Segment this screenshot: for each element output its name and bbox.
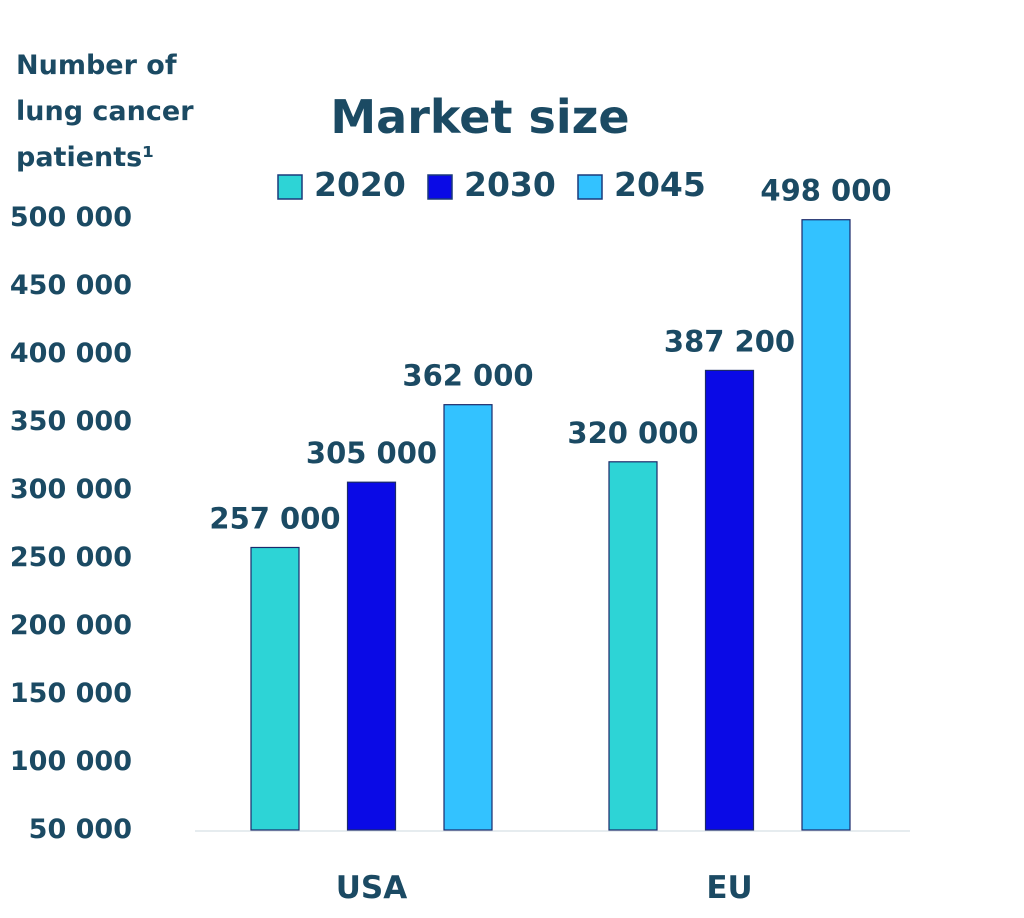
y-axis-label-line-3: patients¹ (16, 142, 154, 173)
category-label-usa: USA (336, 870, 408, 906)
y-tick-label-250-000: 250 000 (10, 542, 132, 573)
category-label-eu: EU (706, 870, 752, 906)
data-label-usa-2045: 362 000 (402, 359, 533, 393)
legend-label-2020: 2020 (314, 165, 406, 204)
chart-title: Market size (330, 90, 629, 144)
y-tick-label-100-000: 100 000 (10, 746, 132, 777)
bars (250, 219, 851, 831)
y-axis-label-line-1: Number of (16, 50, 177, 81)
bar-usa-2030 (346, 481, 397, 831)
y-tick-label-400-000: 400 000 (10, 338, 132, 369)
bar-eu-2020 (608, 461, 658, 831)
y-tick-label-200-000: 200 000 (10, 610, 132, 641)
legend-swatch-2045 (577, 174, 603, 200)
legend: 2020 2030 2045 (277, 165, 706, 204)
legend-label-2045: 2045 (614, 165, 706, 204)
data-label-eu-2020: 320 000 (567, 416, 698, 450)
data-label-usa-2020: 257 000 (209, 501, 340, 535)
category-labels: USA EU (336, 870, 753, 906)
legend-label-2030: 2030 (464, 165, 556, 204)
data-label-usa-2030: 305 000 (306, 436, 437, 470)
y-tick-label-350-000: 350 000 (10, 406, 132, 437)
bar-usa-2045 (443, 404, 493, 831)
legend-swatch-2020 (277, 174, 303, 200)
bar-eu-2030 (704, 369, 755, 831)
y-tick-label-500-000: 500 000 (10, 202, 132, 233)
data-label-eu-2045: 498 000 (760, 174, 891, 208)
y-tick-label-50-000: 50 000 (29, 814, 132, 845)
bar-usa-2020 (250, 546, 300, 831)
y-axis-label-line-2: lung cancer (16, 96, 194, 127)
legend-swatch-2030 (427, 174, 453, 200)
y-axis-ticks: 50 000 100 000 150 000 200 000 250 000 300 00… (10, 202, 132, 845)
bar-eu-2045 (801, 219, 851, 831)
data-label-eu-2030: 387 200 (664, 324, 795, 358)
data-labels: 257 000 305 000 362 000 320 000 387 200 498 0… (209, 174, 891, 536)
y-tick-label-300-000: 300 000 (10, 474, 132, 505)
y-tick-label-450-000: 450 000 (10, 270, 132, 301)
y-tick-label-150-000: 150 000 (10, 678, 132, 709)
